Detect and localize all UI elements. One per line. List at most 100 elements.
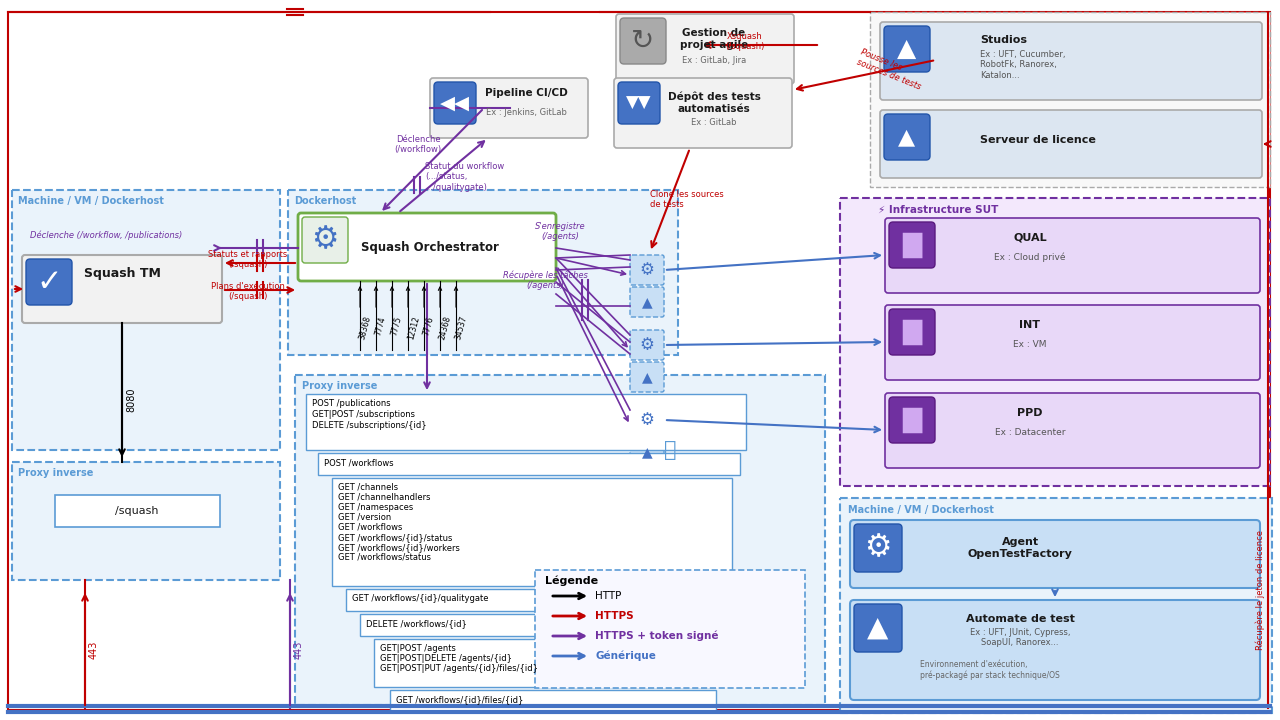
Text: Machine / VM / Dockerhost: Machine / VM / Dockerhost [18,196,164,206]
Text: DELETE /workflows/{id}: DELETE /workflows/{id} [366,619,467,628]
Bar [294,375,826,705]
Text: ▲: ▲ [868,614,888,642]
Text: GET /namespaces: GET /namespaces [338,503,413,512]
Text: ↻: ↻ [631,27,654,55]
FancyBboxPatch shape [22,255,221,323]
Text: QUAL: QUAL [1014,233,1047,243]
FancyBboxPatch shape [430,78,588,138]
FancyBboxPatch shape [434,82,476,124]
Text: 24368: 24368 [438,315,453,341]
FancyBboxPatch shape [616,14,794,84]
Text: POST /workflows: POST /workflows [324,458,394,467]
Text: PPD: PPD [1018,408,1043,418]
Text: 7774: 7774 [374,315,388,336]
Text: GET /workflows/{id}/workers: GET /workflows/{id}/workers [338,543,460,552]
Text: Ex : Jenkins, GitLab: Ex : Jenkins, GitLab [485,108,567,117]
Text: 7775: 7775 [390,315,403,336]
Text: ⚙: ⚙ [640,261,654,279]
Text: Ex : UFT, Cucumber,
RobotFk, Ranorex,
Katalon...: Ex : UFT, Cucumber, RobotFk, Ranorex, Ka… [980,50,1065,80]
Text: GET /channelhandlers: GET /channelhandlers [338,493,430,502]
FancyBboxPatch shape [630,255,664,285]
Text: GET /workflows/{id}/files/{id}: GET /workflows/{id}/files/{id} [396,695,524,704]
Text: ⚙: ⚙ [311,225,339,254]
Text: 34537: 34537 [454,315,468,341]
Bar [317,453,740,475]
Text: Automate de test: Automate de test [965,614,1074,624]
Text: ▲: ▲ [897,37,916,61]
Text: Ex : GitLab: Ex : GitLab [691,118,737,127]
Text: 🔍: 🔍 [664,440,676,460]
Text: █: █ [902,233,922,258]
Text: Machine / VM / Dockerhost: Machine / VM / Dockerhost [849,505,993,515]
Text: GET /version: GET /version [338,513,392,522]
Text: ⚡ Infrastructure SUT: ⚡ Infrastructure SUT [878,205,998,215]
Bar [332,478,732,586]
Text: Proxy inverse: Proxy inverse [18,468,93,478]
Text: GET|POST /subscriptions: GET|POST /subscriptions [312,410,415,419]
Bar [346,589,724,611]
Bar [390,690,716,712]
Text: S'enregistre
(/agents): S'enregistre (/agents) [535,222,585,241]
Bar [12,462,280,580]
FancyBboxPatch shape [890,397,934,443]
Text: Studios: Studios [980,35,1027,45]
FancyBboxPatch shape [850,600,1260,700]
Bar [840,198,1270,486]
FancyBboxPatch shape [630,437,664,467]
FancyBboxPatch shape [26,259,72,305]
Text: Déclenche (/workflow, /publications): Déclenche (/workflow, /publications) [29,230,182,240]
Text: ▲: ▲ [899,127,915,147]
FancyBboxPatch shape [881,110,1262,178]
Text: Statuts et rapports
(/squash): Statuts et rapports (/squash) [209,250,288,269]
Text: Environnement d'exécution,
pré-packagé par stack technique/OS: Environnement d'exécution, pré-packagé p… [920,660,1060,680]
Bar [55,495,220,527]
Text: Ex : UFT, JUnit, Cypress,
SoapUI, Ranorex...: Ex : UFT, JUnit, Cypress, SoapUI, Ranore… [970,628,1070,647]
Text: HTTP: HTTP [595,591,621,601]
Text: Dépôt des tests
automatisés: Dépôt des tests automatisés [668,92,760,114]
Text: HTTPS + token signé: HTTPS + token signé [595,631,718,642]
Text: GET /workflows: GET /workflows [338,523,402,532]
Bar [288,190,678,355]
Text: Gestion de
projet agile: Gestion de projet agile [680,28,748,50]
Bar [870,12,1270,187]
Text: INT: INT [1019,320,1041,330]
Bar [306,394,746,450]
Text: ▲: ▲ [641,445,653,459]
FancyBboxPatch shape [884,305,1260,380]
FancyBboxPatch shape [618,82,660,124]
Text: 38368: 38368 [358,315,372,341]
Text: ⚙: ⚙ [640,411,654,429]
Text: POST /publications: POST /publications [312,399,390,408]
Text: Serveur de licence: Serveur de licence [980,135,1096,145]
Text: ⚙: ⚙ [864,534,892,562]
Text: Plans d'exécution
(/squash): Plans d'exécution (/squash) [211,282,285,302]
Text: Dockerhost: Dockerhost [294,196,356,206]
Text: Squash TM: Squash TM [83,268,160,281]
Text: GET /channels: GET /channels [338,483,398,492]
FancyBboxPatch shape [854,524,902,572]
Text: Récupère les tâches
(/agents): Récupère les tâches (/agents) [503,270,588,290]
Text: GET|POST|PUT /agents/{id}/files/{id}: GET|POST|PUT /agents/{id}/files/{id} [380,664,538,673]
FancyBboxPatch shape [614,78,792,148]
FancyBboxPatch shape [884,114,931,160]
FancyBboxPatch shape [890,309,934,355]
FancyBboxPatch shape [890,222,934,268]
Bar [840,498,1272,713]
Text: 8080: 8080 [125,388,136,413]
Text: GET /workflows/status: GET /workflows/status [338,553,431,562]
Text: HTTPS: HTTPS [595,611,634,621]
FancyBboxPatch shape [884,393,1260,468]
FancyBboxPatch shape [620,18,666,64]
Text: Ex : VM: Ex : VM [1014,340,1047,349]
Text: GET /workflows/{id}/status: GET /workflows/{id}/status [338,533,452,542]
Bar [374,639,716,687]
Text: Ex : Datacenter: Ex : Datacenter [995,428,1065,437]
Text: 7776: 7776 [422,315,435,336]
FancyBboxPatch shape [854,604,902,652]
Text: Proxy inverse: Proxy inverse [302,381,378,391]
Text: █: █ [902,408,922,433]
Text: Xsquash
(/squash): Xsquash (/squash) [726,32,764,51]
Text: Récupère le jeton de licence: Récupère le jeton de licence [1256,530,1265,650]
Text: ▼▼: ▼▼ [626,94,652,112]
FancyBboxPatch shape [884,26,931,72]
